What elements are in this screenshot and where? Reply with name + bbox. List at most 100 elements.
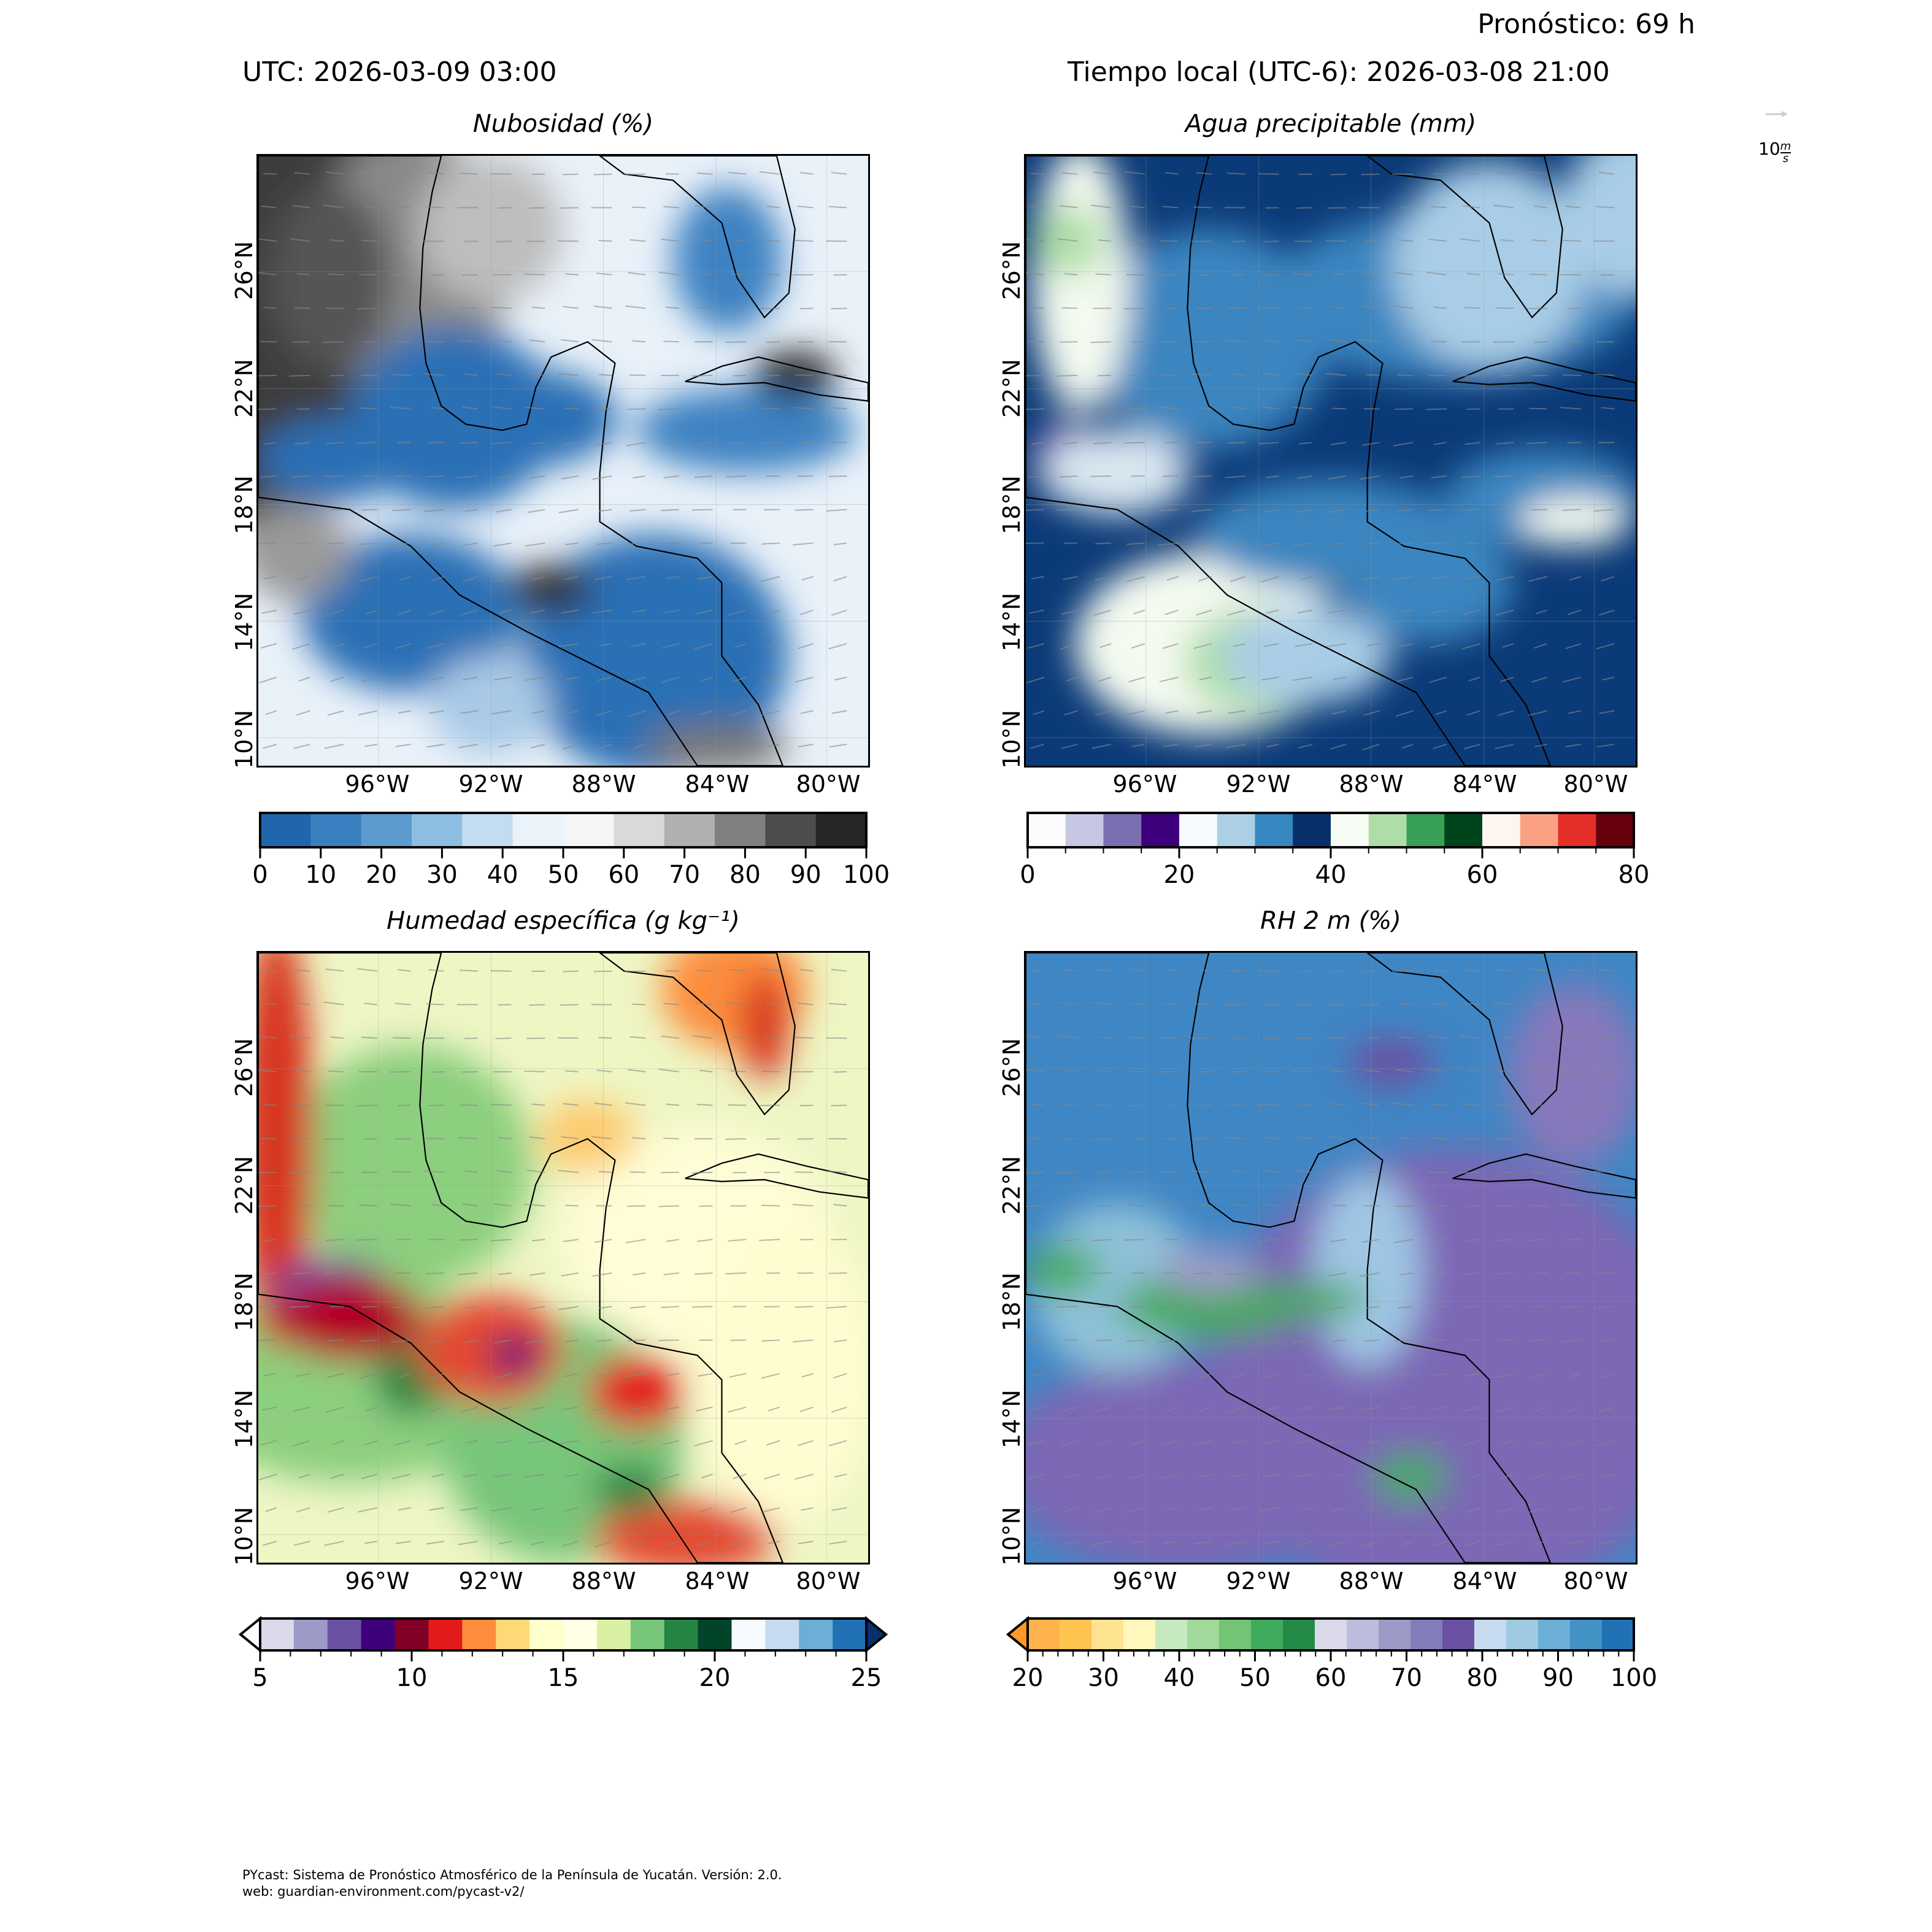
wind-arrow [1126, 407, 1145, 410]
wind-arrow [1131, 1440, 1145, 1446]
quiver-key-value: 10 [1758, 139, 1780, 159]
wind-arrow [664, 1406, 680, 1411]
wind-arrow [1266, 1406, 1279, 1411]
wind-arrow [761, 1507, 780, 1513]
colorbar-segment [1570, 1618, 1603, 1650]
wind-arrow [730, 1070, 747, 1072]
wind-arrow [1057, 1035, 1078, 1039]
lon-tick-label: 96°W [1112, 771, 1177, 798]
wind-arrow [1061, 744, 1078, 749]
wind-arrow [633, 475, 646, 479]
colorbar-tick-label: 10 [396, 1664, 428, 1692]
wind-arrow [1062, 442, 1078, 445]
wind-arrow [1331, 1507, 1347, 1512]
colorbar-segment [664, 813, 715, 847]
wind-arrow [1291, 1203, 1313, 1207]
wind-arrow [1331, 575, 1347, 580]
wind-arrow [663, 475, 679, 479]
wind-arrow [296, 273, 310, 275]
wind-arrow [1325, 372, 1346, 376]
wind-arrow [431, 407, 445, 410]
wind-arrow [596, 272, 612, 275]
wind-arrow [399, 1372, 411, 1378]
wind-arrow [663, 1272, 679, 1276]
wind-arrow [595, 575, 612, 580]
wind-arrow [498, 475, 512, 479]
wind-arrow [1261, 542, 1279, 547]
wind-arrow [1565, 744, 1581, 748]
wind-arrow [561, 609, 579, 614]
wind-arrow [1126, 575, 1145, 582]
wind-arrow [1328, 1004, 1346, 1006]
wind-arrow [1131, 206, 1145, 209]
wind-arrow [697, 1372, 713, 1377]
colorbar-segment [1506, 1618, 1539, 1650]
wind-arrow [1433, 1541, 1447, 1547]
lon-tick-label: 88°W [571, 771, 636, 798]
field-region [1160, 1245, 1258, 1295]
field-region [270, 186, 393, 369]
wind-arrow [462, 406, 478, 410]
wind-arrow [1395, 542, 1414, 545]
wind-arrow [1099, 1440, 1112, 1445]
wind-arrow [1062, 1239, 1078, 1242]
wind-arrow [1498, 542, 1514, 544]
wind-arrow [1331, 710, 1347, 715]
wind-arrow [696, 307, 713, 309]
wind-arrow [426, 1541, 445, 1545]
colorbar-segment [260, 813, 311, 847]
wind-arrow [733, 1473, 747, 1479]
wind-arrow [1098, 1036, 1112, 1039]
wind-arrow [1091, 1541, 1112, 1546]
wind-arrow [527, 1440, 545, 1444]
colorbar-segment [731, 1618, 766, 1650]
wind-arrow [1159, 1473, 1179, 1480]
wind-arrow [1593, 1171, 1615, 1173]
wind-arrow [1328, 1406, 1347, 1411]
colorbar-segment [1482, 813, 1521, 847]
wind-arrow [563, 442, 579, 445]
wind-arrow [759, 442, 780, 444]
wind-arrow [1193, 1272, 1212, 1275]
wind-arrow [532, 710, 545, 714]
wind-arrow [1158, 1339, 1179, 1343]
colorbar-segment [1217, 813, 1256, 847]
colorbar-tick-label: 25 [850, 1664, 882, 1692]
wind-arrow [258, 1035, 277, 1039]
wind-arrow [625, 442, 646, 447]
colorbar-tick-label: 20 [699, 1664, 731, 1692]
wind-arrow [1428, 509, 1447, 512]
wind-arrow [1297, 475, 1313, 479]
wind-arrow [258, 272, 277, 275]
wind-arrow [330, 676, 344, 682]
wind-arrow [801, 575, 814, 581]
wind-arrow [294, 172, 310, 175]
wind-arrow [392, 1306, 411, 1309]
wind-arrow [1400, 475, 1414, 479]
wind-arrow [1601, 1372, 1615, 1379]
wind-arrow [1295, 1306, 1313, 1310]
wind-arrow [697, 575, 713, 580]
wind-arrow [1261, 406, 1279, 410]
wind-arrow [1228, 1507, 1245, 1511]
colorbar-segment [563, 1618, 598, 1650]
colorbar-segment [496, 1618, 530, 1650]
wind-arrow [1364, 1069, 1380, 1072]
wind-arrow [761, 1070, 780, 1072]
wind-arrow [1464, 969, 1480, 972]
wind-arrow [1232, 1306, 1245, 1309]
wind-arrow [1063, 575, 1078, 580]
wind-arrow [1231, 1037, 1245, 1039]
wind-arrow [292, 1440, 310, 1447]
wind-arrow [1396, 1473, 1414, 1479]
wind-arrow [1534, 643, 1548, 649]
wind-arrow [431, 676, 445, 680]
colorbar-segment [698, 1618, 733, 1650]
wind-arrow [1399, 1003, 1414, 1006]
colorbar-segment [765, 813, 817, 847]
wind-arrow [730, 542, 747, 544]
wind-arrow [1131, 1003, 1145, 1006]
wind-arrow [1466, 408, 1480, 410]
lat-tick-text: 10°N [231, 1507, 258, 1566]
wind-arrow [495, 241, 512, 242]
